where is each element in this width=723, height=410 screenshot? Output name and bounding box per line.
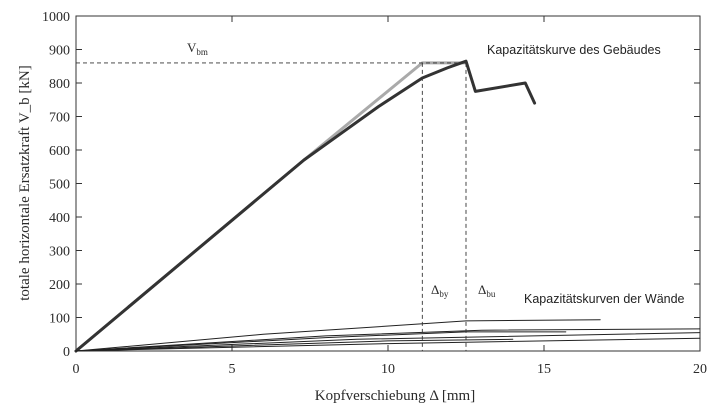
y-tick-label: 100 bbox=[49, 312, 70, 327]
y-tick-label: 400 bbox=[49, 211, 70, 226]
wall-capacity-curve bbox=[75, 337, 701, 352]
series-layer bbox=[74, 59, 701, 353]
y-tick-label: 1000 bbox=[42, 10, 70, 25]
wall-capacity-curve bbox=[75, 319, 601, 352]
bilinear-idealization-curve bbox=[74, 61, 468, 353]
y-tick-label: 800 bbox=[49, 77, 70, 92]
x-tick-label: 10 bbox=[381, 362, 395, 377]
building-curve-label: Kapazitätskurve des Gebäudes bbox=[487, 43, 661, 57]
x-tick-label: 5 bbox=[229, 362, 236, 377]
v-bm-label: Vbm bbox=[187, 40, 208, 57]
y-tick-label: 900 bbox=[49, 44, 70, 59]
delta-by-label: Δby bbox=[431, 282, 449, 299]
x-tick-label: 0 bbox=[73, 362, 80, 377]
y-tick-label: 300 bbox=[49, 245, 70, 260]
wall-capacity-curve bbox=[75, 332, 701, 352]
x-tick-label: 20 bbox=[693, 362, 707, 377]
wall-capacity-curve bbox=[75, 331, 567, 352]
y-tick-label: 500 bbox=[49, 178, 70, 193]
y-tick-label: 600 bbox=[49, 144, 70, 159]
y-tick-label: 200 bbox=[49, 278, 70, 293]
reference-lines bbox=[76, 62, 467, 351]
building-capacity-curve bbox=[74, 59, 537, 353]
wall-curves-label: Kapazitätskurven der Wände bbox=[524, 292, 685, 306]
delta-bu-label: Δbu bbox=[478, 282, 496, 299]
wall-capacity-curve bbox=[75, 328, 701, 352]
wall-capacity-curve bbox=[75, 338, 514, 352]
x-tick-label: 15 bbox=[537, 362, 551, 377]
y-tick-label: 700 bbox=[49, 111, 70, 126]
x-axis-label: Kopfverschiebung Δ [mm] bbox=[315, 388, 475, 404]
y-axis-label: totale horizontale Ersatzkraft V_b [kN] bbox=[17, 65, 33, 300]
y-tick-label: 0 bbox=[63, 345, 70, 360]
